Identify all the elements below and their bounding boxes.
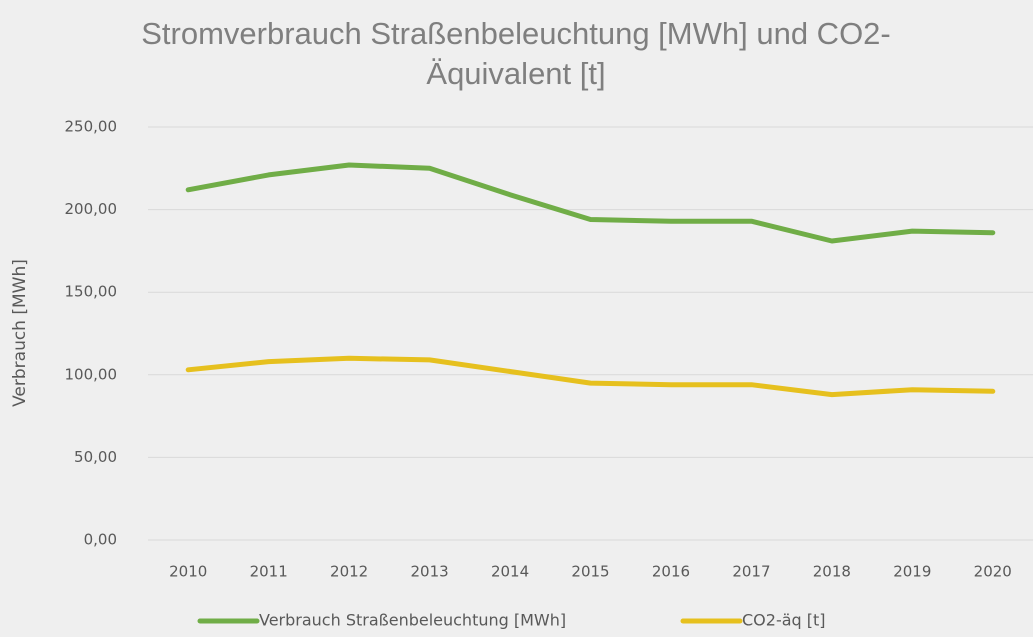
- y-tick-label: 250,00: [65, 118, 118, 136]
- data-line: [185, 162, 996, 244]
- legend-label: CO2-äq [t]: [742, 611, 826, 630]
- x-tick-label: 2016: [652, 563, 690, 581]
- x-tick-label: 2011: [250, 563, 288, 581]
- x-tick-label: 2019: [893, 563, 931, 581]
- x-tick-label: 2017: [732, 563, 770, 581]
- y-axis-label: Verbrauch [MWh]: [10, 259, 30, 407]
- legend-label: Verbrauch Straßenbeleuchtung [MWh]: [259, 611, 566, 630]
- x-tick-label: 2010: [169, 563, 207, 581]
- x-tick-label: 2018: [813, 563, 851, 581]
- y-tick-label: 100,00: [65, 365, 118, 383]
- x-tick-label: 2020: [974, 563, 1012, 581]
- x-tick-label: 2013: [410, 563, 448, 581]
- chart-title: Stromverbrauch Straßenbeleuchtung [MWh] …: [141, 16, 891, 91]
- y-tick-label: 200,00: [65, 200, 118, 218]
- y-tick-label: 50,00: [74, 448, 117, 466]
- y-tick-label: 150,00: [65, 283, 118, 301]
- y-tick-label: 0,00: [84, 531, 117, 549]
- x-tick-label: 2014: [491, 563, 529, 581]
- x-tick-label: 2012: [330, 563, 368, 581]
- data-line: [185, 355, 996, 398]
- x-tick-label: 2015: [571, 563, 609, 581]
